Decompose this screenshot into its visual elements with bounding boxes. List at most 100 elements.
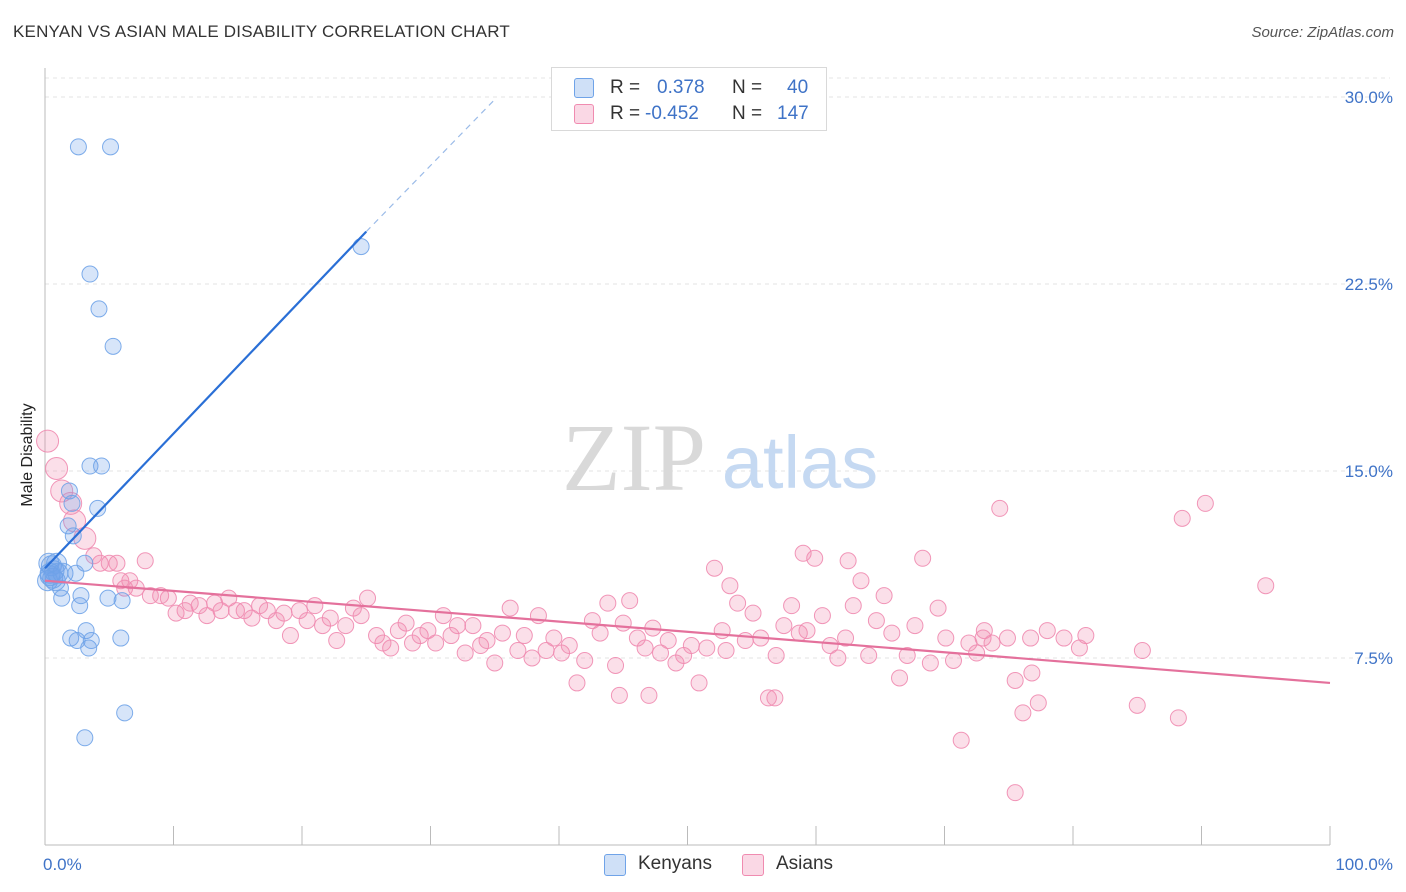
asians-point [427,634,445,652]
axes [44,68,1331,846]
asians-point [844,597,862,615]
asians-point [1023,664,1041,682]
asians-point [713,622,731,640]
asians-point [545,629,563,647]
kenyans-point [90,300,108,318]
kenyans-trendline [44,230,368,569]
asians-point [813,607,831,625]
asians-point [352,607,370,625]
asians-point [729,594,747,612]
asians-point [690,674,708,692]
asians-point [929,599,947,617]
asians-point [921,654,939,672]
tick-labels: 7.5% 15.0% 22.5% 30.0% 0.0% 100.0% [43,88,1393,874]
y-tick-label: 22.5% [1345,275,1393,294]
asians-point [419,622,437,640]
asians-point [952,731,970,749]
asians-point [464,617,482,635]
y-tick-label: 7.5% [1354,649,1393,668]
asians-point [212,602,230,620]
n-label: N = [732,77,763,98]
asians-point [607,656,625,674]
asians-point [610,686,628,704]
watermark-zip: ZIP [562,404,706,511]
asians-point [698,639,716,657]
asians-point [998,629,1016,647]
asians-point [1169,709,1187,727]
source-credit: Source: ZipAtlas.com [1251,24,1394,41]
kenyans-point [93,457,111,475]
asians-point [744,604,762,622]
asians-point [321,609,339,627]
kenyans-point [81,265,99,283]
asians-point [891,669,909,687]
kenyans-trendline-extension [365,99,496,233]
y-tick-label: 30.0% [1345,88,1393,107]
kenyans-point [60,482,78,500]
asians-point [298,612,316,630]
asians-point [141,587,159,605]
kenyans-swatch [604,854,626,876]
asians-point [944,651,962,669]
asians-point [717,642,735,660]
asians-point [1257,577,1275,595]
asians-point [337,617,355,635]
asians-point [621,592,639,610]
asians-point [45,457,69,481]
asians-point [281,627,299,645]
asians-point [636,639,654,657]
kenyans-point [104,337,122,355]
asians-point [1133,642,1151,660]
asians-point [659,632,677,650]
series-kenyans [37,138,370,747]
asians-point [501,599,519,617]
kenyans-point [112,629,130,647]
asians-point [1022,629,1040,647]
asians-point [767,647,785,665]
kenyans-point [352,238,370,256]
asians-point [991,499,1009,517]
asians-point [783,597,801,615]
asians-point [1173,509,1191,527]
asians-point [328,632,346,650]
kenyans-point [81,457,99,475]
asians-point [1055,629,1073,647]
r-value: 0.378 [657,77,705,98]
asians-point [478,632,496,650]
asians-point [591,624,609,642]
asians-point [1038,622,1056,640]
asians-point [159,589,177,607]
kenyans-point [53,589,71,607]
asians-point [721,577,739,595]
asians-point [837,629,855,647]
n-value: 40 [787,77,809,98]
asians-point [883,624,901,642]
kenyans-swatch [574,78,594,98]
kenyans-point [72,587,90,605]
y-tick-label: 15.0% [1345,462,1393,481]
x-tick-label: 100.0% [1335,855,1393,874]
kenyans-point [113,592,131,610]
kenyans-point [47,562,69,584]
asians-point [705,559,723,577]
asians-point [306,597,324,615]
asians-point [382,639,400,657]
watermark: ZIP atlas [562,404,878,511]
asians-point [568,674,586,692]
stats-legend: R = 0.378 N = 40 R = -0.452 N = 147 [551,67,827,131]
kenyans-point [64,527,82,545]
asians-point [860,647,878,665]
asians-swatch [574,104,594,124]
asians-trendline [44,579,1331,685]
kenyans-point [89,499,107,517]
watermark-atlas: atlas [722,421,878,504]
asians-point [456,644,474,662]
asians-point [359,589,377,607]
asians-point [91,554,109,572]
asians-point [1128,696,1146,714]
r-value: -0.452 [645,103,699,124]
asians-point [599,594,617,612]
asians-point [136,552,154,570]
x-tick-label: 0.0% [43,855,82,874]
kenyans-point [99,589,117,607]
